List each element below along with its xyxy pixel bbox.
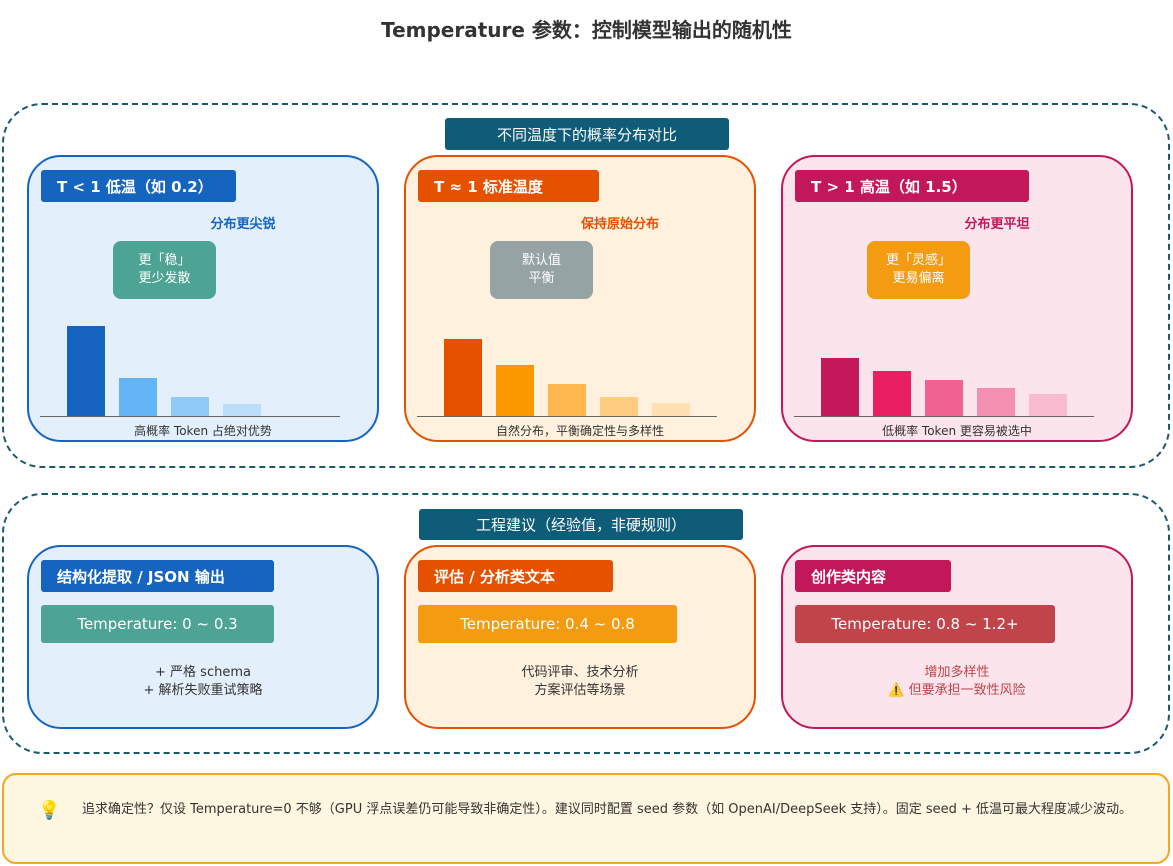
probability-bar: [496, 365, 534, 416]
distribution-section: [2, 103, 1170, 468]
note-box: 更「灵感」 更易偏离: [867, 241, 970, 299]
card-notes: 代码评审、技术分析 方案评估等场景: [404, 664, 756, 700]
note-line: 更「灵感」: [885, 253, 951, 268]
card-subtitle: 分布更尖锐: [210, 217, 276, 232]
card-notes: 增加多样性 ⚠️ 但要承担一致性风险: [781, 664, 1133, 700]
probability-bar: [925, 380, 963, 416]
card-header: 评估 / 分析类文本: [418, 560, 613, 592]
note-line: 平衡: [528, 271, 555, 286]
probability-bar: [600, 397, 638, 416]
card-header: 结构化提取 / JSON 输出: [41, 560, 274, 592]
section-label: 工程建议（经验值，非硬规则）: [419, 509, 743, 540]
tip-text: 追求确定性？仅设 Temperature=0 不够（GPU 浮点误差仍可能导致非…: [82, 802, 1133, 817]
card-caption: 自然分布，平衡确定性与多样性: [495, 424, 664, 438]
note-line: + 解析失败重试策略: [143, 683, 263, 698]
temperature-range: Temperature: 0 ~ 0.3: [41, 605, 274, 643]
probability-bar: [444, 339, 482, 416]
card-header: T > 1 高温（如 1.5）: [795, 170, 1029, 202]
probability-bar: [652, 403, 690, 416]
note-line: 更易偏离: [892, 271, 945, 286]
card-caption: 高概率 Token 占绝对优势: [134, 424, 272, 438]
section-label: 不同温度下的概率分布对比: [445, 118, 729, 150]
note-line: 代码评审、技术分析: [521, 665, 639, 680]
card-notes: + 严格 schema + 解析失败重试策略: [27, 664, 379, 700]
probability-bar: [1029, 394, 1067, 416]
temperature-range: Temperature: 0.8 ~ 1.2+: [795, 605, 1055, 643]
tip-box: [2, 773, 1170, 864]
note-line: 默认值: [521, 253, 561, 268]
lightbulb-icon: 💡: [38, 800, 61, 821]
note-line: 更少发散: [138, 271, 191, 286]
probability-bar: [977, 388, 1015, 416]
probability-bar: [873, 371, 911, 416]
axis-line: [40, 416, 340, 417]
card-header: 创作类内容: [795, 560, 951, 592]
temperature-range: Temperature: 0.4 ~ 0.8: [418, 605, 677, 643]
page-title: Temperature 参数：控制模型输出的随机性: [381, 18, 792, 42]
probability-bar: [119, 378, 157, 416]
note-line: + 严格 schema: [155, 665, 251, 680]
probability-bar: [548, 384, 586, 416]
note-box: 默认值 平衡: [490, 241, 593, 299]
probability-bar: [171, 397, 209, 416]
card-header: T < 1 低温（如 0.2）: [41, 170, 236, 202]
note-line: ⚠️ 但要承担一致性风险: [888, 683, 1026, 698]
card-header: T ≈ 1 标准温度: [418, 170, 599, 202]
axis-line: [794, 416, 1094, 417]
probability-bar: [67, 326, 105, 416]
note-line: 方案评估等场景: [534, 683, 626, 698]
card-caption: 低概率 Token 更容易被选中: [882, 424, 1032, 438]
probability-bar: [821, 358, 859, 416]
probability-bar: [223, 404, 261, 416]
card-subtitle: 保持原始分布: [580, 217, 659, 232]
card-subtitle: 分布更平坦: [964, 217, 1030, 232]
axis-line: [417, 416, 717, 417]
note-line: 更「稳」: [138, 253, 191, 268]
note-box: 更「稳」 更少发散: [113, 241, 216, 299]
note-line: 增加多样性: [924, 665, 990, 680]
recommendation-section: [2, 493, 1170, 754]
